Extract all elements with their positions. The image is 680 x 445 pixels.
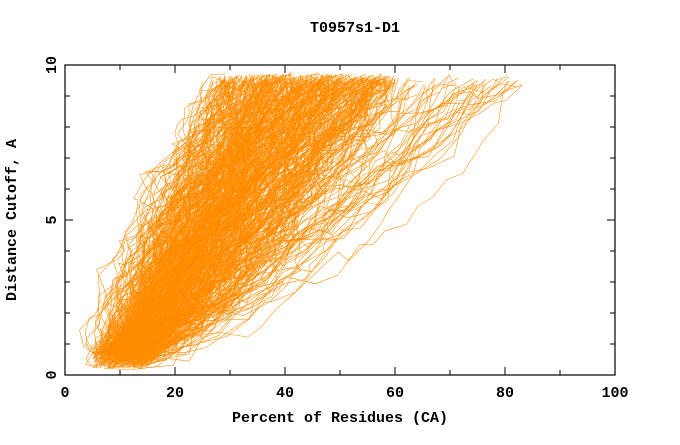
svg-text:10: 10 (44, 56, 61, 74)
svg-text:80: 80 (496, 385, 514, 402)
svg-text:Percent of Residues (CA): Percent of Residues (CA) (232, 410, 448, 427)
svg-text:60: 60 (386, 385, 404, 402)
svg-text:0: 0 (44, 370, 61, 379)
svg-text:100: 100 (601, 385, 628, 402)
svg-text:5: 5 (44, 215, 61, 224)
svg-text:0: 0 (60, 385, 69, 402)
svg-text:Distance Cutoff, A: Distance Cutoff, A (4, 139, 21, 301)
svg-text:T0957s1-D1: T0957s1-D1 (310, 20, 400, 37)
svg-text:20: 20 (166, 385, 184, 402)
svg-text:40: 40 (276, 385, 294, 402)
